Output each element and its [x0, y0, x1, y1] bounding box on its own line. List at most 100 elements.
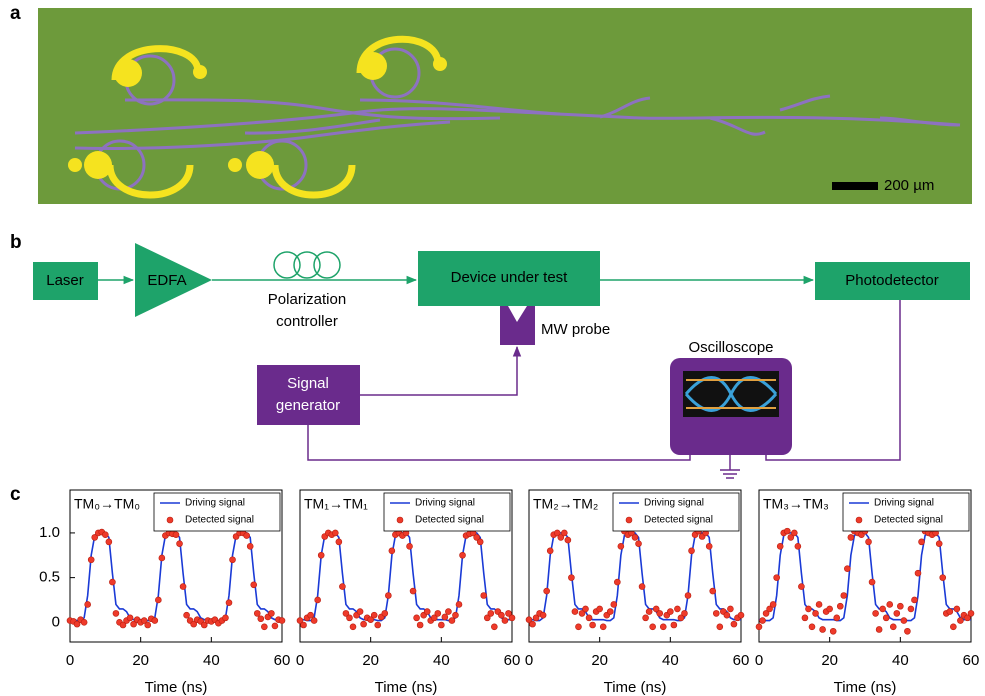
detected-point	[685, 593, 691, 599]
detected-point	[710, 588, 716, 594]
detected-point	[456, 601, 462, 607]
detected-point	[915, 570, 921, 576]
detected-point	[544, 588, 550, 594]
x-tick-label: 60	[963, 652, 980, 669]
detected-point	[414, 615, 420, 621]
detected-point	[85, 601, 91, 607]
legend-label: Detected signal	[874, 515, 943, 526]
detected-point	[460, 552, 466, 558]
detected-point	[488, 610, 494, 616]
detected-point	[837, 603, 843, 609]
detected-point	[481, 593, 487, 599]
detected-point	[371, 612, 377, 618]
x-tick-label: 20	[362, 652, 379, 669]
scale-bar-label: 200 µm	[884, 177, 934, 194]
detected-point	[614, 579, 620, 585]
detected-point	[901, 618, 907, 624]
detected-point	[272, 623, 278, 629]
detected-point	[607, 609, 613, 615]
detected-point	[477, 539, 483, 545]
detected-point	[184, 612, 190, 618]
x-axis-label: Time (ns)	[145, 679, 208, 696]
detected-point	[127, 615, 133, 621]
detected-point	[674, 606, 680, 612]
node-label: Laser	[46, 272, 84, 289]
detected-point	[908, 606, 914, 612]
detected-point	[590, 622, 596, 628]
detected-point	[357, 609, 363, 615]
detected-point	[756, 624, 762, 630]
detected-point	[883, 615, 889, 621]
detected-point	[809, 624, 815, 630]
detected-point	[689, 548, 695, 554]
detected-point	[904, 628, 910, 634]
detected-point	[774, 575, 780, 581]
legend-label: Detected signal	[415, 515, 484, 526]
detected-point	[681, 610, 687, 616]
x-axis-label: Time (ns)	[834, 679, 897, 696]
detected-point	[866, 539, 872, 545]
legend-swatch	[397, 517, 403, 523]
detected-point	[106, 539, 112, 545]
detected-point	[671, 622, 677, 628]
detected-point	[660, 624, 666, 630]
detected-point	[636, 541, 642, 547]
x-tick-label: 60	[733, 652, 750, 669]
detected-point	[968, 610, 974, 616]
detected-point	[424, 609, 430, 615]
detected-point	[561, 530, 567, 536]
detected-point	[180, 584, 186, 590]
node-label: generator	[276, 397, 340, 414]
detected-point	[816, 601, 822, 607]
driving-line	[300, 533, 512, 621]
detected-point	[417, 622, 423, 628]
legend-swatch	[626, 517, 632, 523]
detected-point	[155, 597, 161, 603]
detected-point	[152, 618, 158, 624]
detected-point	[795, 543, 801, 549]
x-tick-label: 0	[755, 652, 763, 669]
node-label: controller	[276, 313, 338, 330]
detected-point	[887, 601, 893, 607]
detected-point	[318, 552, 324, 558]
detected-point	[657, 610, 663, 616]
detected-point	[435, 610, 441, 616]
detected-point	[611, 601, 617, 607]
detected-point	[738, 612, 744, 618]
detected-point	[311, 618, 317, 624]
detected-point	[375, 622, 381, 628]
detected-point	[802, 615, 808, 621]
detected-point	[600, 624, 606, 630]
detected-point	[251, 582, 257, 588]
detected-point	[332, 530, 338, 536]
detected-point	[805, 606, 811, 612]
detected-point	[346, 615, 352, 621]
detected-point	[308, 612, 314, 618]
detected-point	[173, 532, 179, 538]
y-tick-label: 0.5	[39, 569, 60, 586]
detected-point	[244, 533, 250, 539]
node-label: MW probe	[541, 321, 610, 338]
detected-point	[583, 606, 589, 612]
detected-point	[254, 610, 260, 616]
detected-point	[113, 610, 119, 616]
x-axis-label: Time (ns)	[604, 679, 667, 696]
detected-point	[336, 539, 342, 545]
detected-point	[438, 622, 444, 628]
detected-point	[268, 610, 274, 616]
detected-point	[258, 616, 264, 622]
detected-point	[632, 534, 638, 540]
detected-point	[389, 548, 395, 554]
detected-point	[869, 579, 875, 585]
x-tick-label: 0	[296, 652, 304, 669]
node-label: Device under test	[451, 269, 569, 286]
detected-point	[509, 615, 515, 621]
detected-point	[410, 588, 416, 594]
detected-point	[844, 566, 850, 572]
detected-point	[894, 610, 900, 616]
detected-point	[301, 622, 307, 628]
detected-point	[226, 600, 232, 606]
detected-point	[530, 621, 536, 627]
mw-probe	[500, 306, 535, 345]
detected-point	[731, 621, 737, 627]
